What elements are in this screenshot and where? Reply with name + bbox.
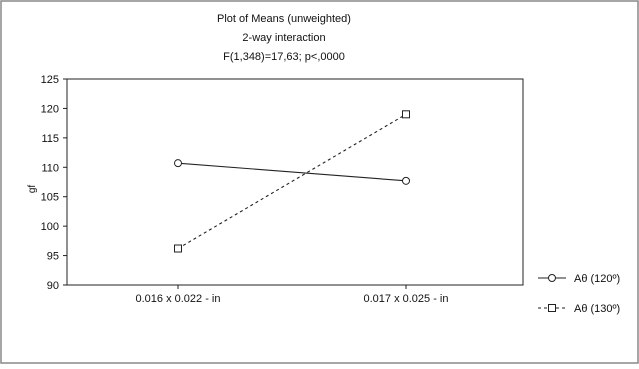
- legend-marker-2: [548, 304, 556, 312]
- data-point-marker: [174, 159, 182, 168]
- y-tick-label: 120: [41, 103, 59, 115]
- y-tick-label: 115: [41, 133, 59, 145]
- legend-label-1: Aθ (120º): [574, 273, 620, 285]
- x-axis-ticks: 0.016 x 0.022 - in 0.017 x 0.025 - in: [135, 285, 449, 305]
- chart-title-line-1: Plot of Means (unweighted): [217, 13, 351, 25]
- x-tick-label: 0.017 x 0.025 - in: [363, 293, 448, 305]
- y-axis-label: gf: [27, 185, 38, 194]
- y-tick-label: 110: [41, 162, 59, 174]
- legend: Aθ (120º) Aθ (130º): [538, 273, 620, 315]
- series-line-2: [177, 113, 407, 249]
- legend-label-2: Aθ (130º): [574, 303, 620, 315]
- y-axis-ticks: 90 95 100 105 110 115 120 125: [41, 74, 67, 292]
- data-point-marker: [402, 110, 410, 119]
- y-tick-label: 105: [41, 192, 59, 204]
- legend-marker-1: [548, 274, 556, 282]
- plot-area: [66, 78, 524, 286]
- data-point-marker: [174, 244, 182, 253]
- data-point-marker: [402, 176, 410, 185]
- y-tick-label: 125: [41, 74, 59, 86]
- chart-title-line-3: F(1,348)=17,63; p<,0000: [223, 51, 345, 63]
- chart-title-line-2: 2-way interaction: [242, 32, 325, 44]
- y-tick-label: 95: [47, 251, 59, 263]
- y-tick-label: 100: [41, 221, 59, 233]
- y-tick-label: 90: [47, 280, 59, 292]
- series-line-1: [177, 162, 407, 182]
- series-group: [174, 110, 410, 253]
- x-tick-label: 0.016 x 0.022 - in: [135, 293, 220, 305]
